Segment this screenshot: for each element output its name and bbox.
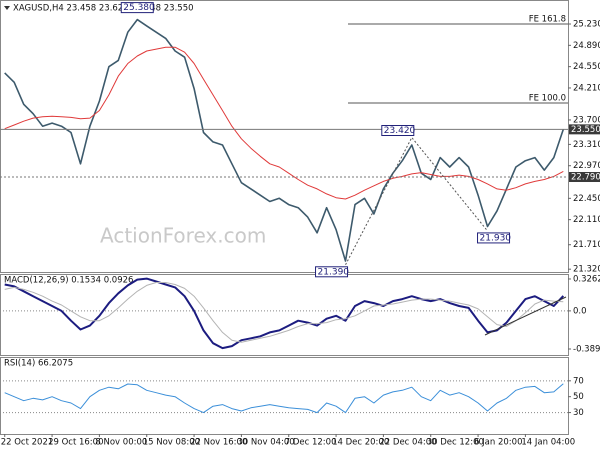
annotation-label: 25.380 bbox=[123, 3, 155, 13]
chart-header: XAGUSD,H4 23.458 23.627 23.448 23.550 bbox=[13, 4, 194, 14]
y-tick-label: 0.3262 bbox=[573, 274, 600, 284]
series-line bbox=[4, 18, 565, 262]
y-tick-label: 24.890 bbox=[573, 41, 600, 51]
y-tick-label: 24.210 bbox=[573, 83, 600, 93]
annotation-label: 21.390 bbox=[318, 267, 350, 277]
x-tick-label: 14 Jan 04:00 bbox=[521, 438, 575, 448]
y-tick-label: 23.700 bbox=[573, 115, 600, 125]
y-tick-label: 30 bbox=[573, 408, 584, 418]
price-frame bbox=[0, 0, 569, 273]
x-tick-label: 14 Dec 20:00 bbox=[332, 438, 389, 448]
fibo-label: FE 161.8 bbox=[529, 15, 566, 25]
macd-frame bbox=[0, 274, 569, 356]
x-tick-label: 29 Oct 16:00 bbox=[48, 438, 103, 448]
y-tick-label: 70 bbox=[573, 376, 584, 386]
x-tick-label: 6 Jan 20:00 bbox=[474, 438, 522, 448]
y-tick-label: 23.310 bbox=[573, 140, 600, 150]
menu-arrow bbox=[4, 6, 10, 10]
annotation-label: 23.420 bbox=[384, 126, 416, 136]
series-line bbox=[4, 282, 564, 343]
y-tick-label: 0.0 bbox=[573, 306, 587, 316]
x-tick-label: 15 Nov 08:00 bbox=[143, 438, 200, 448]
y-tick-label: 22.110 bbox=[573, 215, 600, 225]
annotation-box bbox=[477, 232, 511, 244]
x-tick-label: 30 Dec 12:00 bbox=[427, 438, 484, 448]
y-tick-label: 24.550 bbox=[573, 62, 600, 72]
x-tick-label: 7 Dec 12:00 bbox=[285, 438, 337, 448]
x-tick-label: 22 Nov 16:00 bbox=[190, 438, 247, 448]
price-box bbox=[569, 172, 600, 183]
x-tick-label: 22 Oct 2021 bbox=[1, 438, 54, 448]
fibo-label: FE 100.0 bbox=[529, 94, 566, 104]
y-tick-label: 22.450 bbox=[573, 194, 600, 204]
y-tick-label: 25.230 bbox=[573, 20, 600, 30]
price-box-label: 23.550 bbox=[571, 125, 600, 135]
series-line bbox=[4, 383, 564, 414]
rsi-frame bbox=[0, 357, 569, 435]
x-tick-label: 30 Nov 04:00 bbox=[237, 438, 294, 448]
annotation-label: 21.930 bbox=[480, 233, 512, 243]
annotation-box bbox=[120, 2, 154, 14]
trendline bbox=[484, 296, 567, 336]
y-tick-label: 22.970 bbox=[573, 161, 600, 171]
annotation-box bbox=[315, 266, 349, 278]
x-tick-label: 8 Nov 00:00 bbox=[95, 438, 147, 448]
annotation-box bbox=[381, 125, 415, 137]
panel-title: MACD(12,26,9) 0.1534 0.0926 bbox=[4, 276, 133, 286]
series-line bbox=[4, 46, 564, 200]
y-tick-label: 50 bbox=[573, 392, 584, 402]
y-tick-label: 21.320 bbox=[573, 265, 600, 275]
x-tick-label: 22 Dec 04:00 bbox=[379, 438, 436, 448]
series-line bbox=[4, 277, 565, 350]
price-box-label: 22.790 bbox=[571, 173, 600, 183]
y-tick-label: 21.710 bbox=[573, 240, 600, 250]
panel-title: RSI(14) 66.2075 bbox=[4, 359, 73, 369]
watermark: ActionForex.com bbox=[100, 224, 266, 248]
price-box bbox=[569, 124, 600, 135]
y-tick-label: -0.3896 bbox=[573, 344, 600, 354]
